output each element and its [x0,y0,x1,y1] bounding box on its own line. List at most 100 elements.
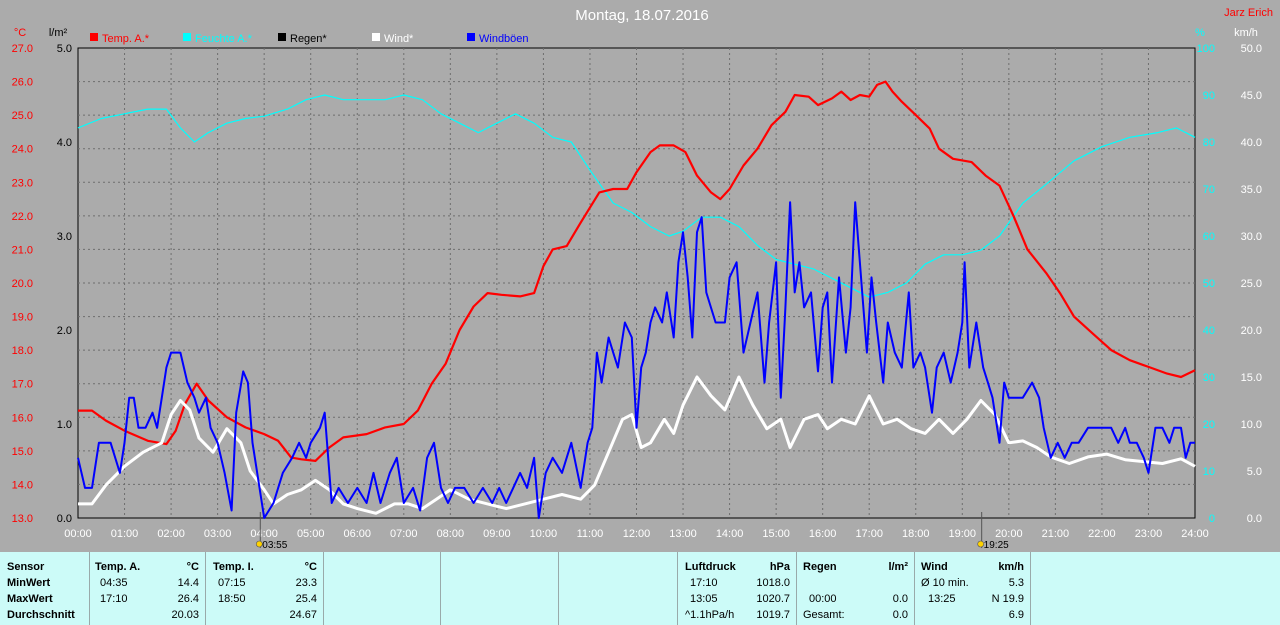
empty-column-4 [1030,552,1280,625]
x-tick-label: 09:00 [483,528,511,540]
series-line-wind [78,375,1196,515]
luftdruck-unit: hPa [769,561,790,573]
x-tick-label: 21:00 [1042,528,1070,540]
luftdruck-max-time: 13:05 [690,593,718,605]
wind-tick-label: 25.0 [1241,278,1262,290]
x-tick-label: 23:00 [1135,528,1163,540]
series-line-temp-a [78,80,1196,462]
x-tick-label: 13:00 [669,528,697,540]
temp-tick-label: 23.0 [12,177,33,189]
temp-tick-label: 21.0 [12,244,33,256]
temp-i-avg-value: 24.67 [289,609,317,621]
row-label-max: MaxWert [7,593,53,605]
temp-a-min-value: 14.4 [177,577,199,589]
temp-tick-label: 22.0 [12,211,33,223]
wind-avg10-value: 5.3 [1008,577,1024,589]
rain-axis-label: l/m² [49,27,68,39]
chart-title: Montag, 18.07.2016 [575,7,708,24]
wind-column: Wind km/h Ø 10 min. 5.3 13:25 N 19.9 6.9 [914,552,1030,625]
temp-a-max-value: 26.4 [177,593,199,605]
regen-total-value: 0.0 [892,609,908,621]
humidity-tick-label: 10 [1203,466,1215,478]
regen-total-label: Gesamt: [803,609,845,621]
x-tick-label: 22:00 [1088,528,1116,540]
wind-tick-label: 40.0 [1241,137,1262,149]
temp-a-header: Temp. A. [95,561,141,573]
humidity-tick-label: 50 [1203,278,1215,290]
rain-tick-label: 3.0 [57,231,72,243]
axes: 00:00 01:00 02:00 03:00 04:00 05:00 06:00 07:00… [12,27,1262,540]
temp-tick-label: 16.0 [12,412,33,424]
rain-tick-label: 5.0 [57,43,72,55]
luftdruck-header: Luftdruck [685,561,736,573]
x-tick-label: 18:00 [902,528,930,540]
legend: Temp. A.* Feuchte A.* Regen* Wind* Windböen [90,33,529,45]
temp-i-min-time: 07:15 [218,577,246,589]
wind-max-time: 13:25 [928,593,956,605]
empty-column-1 [323,552,440,625]
humidity-axis-label: % [1195,27,1205,39]
rain-tick-label: 4.0 [57,137,72,149]
humidity-tick-label: 0 [1209,513,1215,525]
x-tick-label: 16:00 [809,528,837,540]
legend-label: Regen* [290,33,327,45]
x-tick-label: 12:00 [623,528,651,540]
wind-tick-label: 45.0 [1241,90,1262,102]
sun-icon [977,540,984,548]
temp-tick-label: 26.0 [12,77,33,89]
x-tick-label: 10:00 [530,528,558,540]
series-group [77,80,1196,519]
temp-tick-label: 18.0 [12,345,33,357]
humidity-tick-label: 90 [1203,90,1215,102]
sensor-header: Sensor [7,561,45,573]
temp-tick-label: 13.0 [12,513,33,525]
x-tick-label: 06:00 [343,528,371,540]
legend-swatch [372,33,380,41]
x-tick-label: 00:00 [64,528,92,540]
x-tick-label: 08:00 [437,528,465,540]
luftdruck-trend: ^1.1hPa/h [685,609,735,621]
temp-a-unit: °C [186,561,199,573]
wind-tick-label: 10.0 [1241,419,1262,431]
temp-a-min-time: 04:35 [100,577,128,589]
luftdruck-min-time: 17:10 [690,577,718,589]
wind-unit: km/h [998,561,1024,573]
legend-swatch [278,33,286,41]
wind-tick-label: 35.0 [1241,184,1262,196]
wind-max-value: N 19.9 [991,593,1024,605]
legend-swatch [90,33,98,41]
row-label-avg: Durchschnitt [7,609,75,621]
temp-a-avg-value: 20.03 [171,609,199,621]
empty-column-2 [440,552,558,625]
regen-unit: l/m² [888,561,908,573]
luftdruck-avg-value: 1019.7 [756,609,790,621]
x-tick-label: 20:00 [995,528,1023,540]
legend-label: Temp. A.* [102,33,150,45]
regen-header: Regen [803,561,837,573]
x-tick-label: 19:00 [949,528,977,540]
humidity-tick-label: 70 [1203,184,1215,196]
humidity-tick-label: 60 [1203,231,1215,243]
empty-column-3 [558,552,677,625]
regen-time: 00:00 [809,593,837,605]
x-tick-label: 04:00 [250,528,278,540]
temp-tick-label: 25.0 [12,110,33,122]
temp-tick-label: 20.0 [12,278,33,290]
author-label: Jarz Erich [1224,7,1273,19]
temp-tick-label: 24.0 [12,144,33,156]
x-tick-label: 14:00 [716,528,744,540]
temp-tick-label: 15.0 [12,446,33,458]
humidity-tick-label: 30 [1203,372,1215,384]
x-tick-label: 24:00 [1181,528,1209,540]
series-line-windb-en [77,201,1195,519]
legend-label: Wind* [384,33,414,45]
x-tick-label: 05:00 [297,528,325,540]
rain-tick-label: 0.0 [57,513,72,525]
wind-header: Wind [921,561,948,573]
x-tick-label: 07:00 [390,528,418,540]
sun-markers: 03:55 19:25 [255,512,1009,551]
sun-icon [255,540,263,548]
humidity-tick-label: 40 [1203,325,1215,337]
temp-i-min-value: 23.3 [295,577,317,589]
sensor-column: Sensor MinWert MaxWert Durchschnitt [0,552,89,625]
